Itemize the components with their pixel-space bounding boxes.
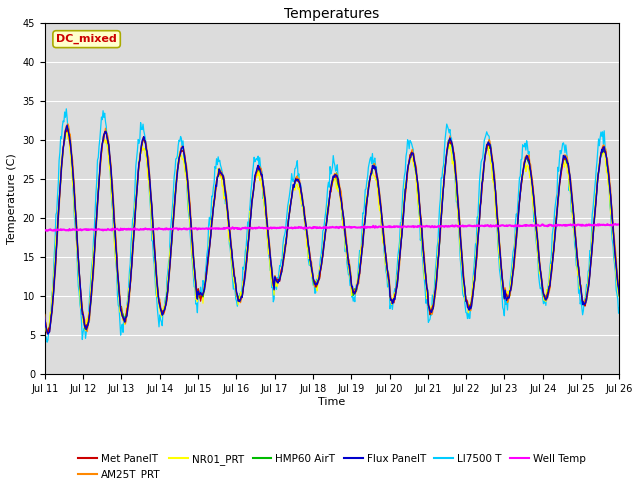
Legend: Met PanelT, AM25T_PRT, NR01_PRT, HMP60 AirT, Flux PanelT, LI7500 T, Well Temp: Met PanelT, AM25T_PRT, NR01_PRT, HMP60 A…: [74, 450, 590, 480]
Title: Temperatures: Temperatures: [284, 7, 380, 21]
Text: DC_mixed: DC_mixed: [56, 34, 117, 44]
Y-axis label: Temperature (C): Temperature (C): [7, 154, 17, 244]
X-axis label: Time: Time: [319, 397, 346, 407]
